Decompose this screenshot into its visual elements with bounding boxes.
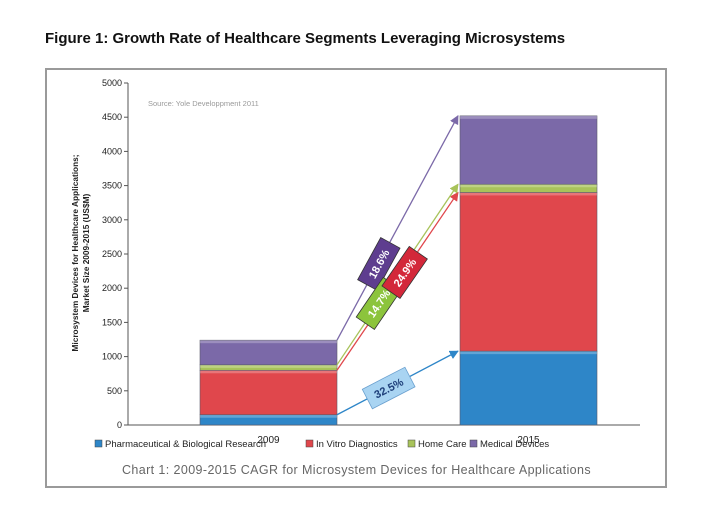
y-tick-label: 1000 bbox=[102, 352, 122, 362]
legend-entry: Home Care bbox=[418, 439, 467, 450]
bar-highlight-pharmaceutical-biological-research-2009 bbox=[200, 414, 337, 418]
legend-entry: In Vitro Diagnostics bbox=[316, 439, 398, 450]
x-tick-label: 2015 bbox=[517, 435, 540, 446]
bars-layer bbox=[199, 115, 598, 426]
y-tick-label: 3500 bbox=[102, 181, 122, 191]
axis-layer: 0 500 1000 1500 2000 2500 3000 3500 4000 4500 5000… bbox=[102, 78, 640, 446]
figure-title: Figure 1: Growth Rate of Healthcare Segm… bbox=[45, 30, 566, 47]
cagr-label-group: 32.5% bbox=[361, 366, 416, 410]
cagr-label-box bbox=[361, 366, 416, 410]
legend-entry: Pharmaceutical & Biological Research bbox=[105, 439, 266, 450]
bar-highlight-home-care-2009 bbox=[200, 364, 337, 368]
bar-highlight-medical-devices-2009 bbox=[200, 340, 337, 344]
cagr-label-box bbox=[357, 237, 401, 291]
legend-entry: Medical Devices bbox=[480, 439, 549, 450]
x-tick-label: 2009 bbox=[257, 435, 280, 446]
legend-layer: Pharmaceutical & Biological Research In V… bbox=[94, 439, 549, 450]
legend-swatch bbox=[305, 439, 314, 448]
legend-swatch bbox=[469, 439, 478, 448]
bar-highlight-home-care-2015 bbox=[460, 184, 597, 188]
y-tick-label: 1500 bbox=[102, 317, 122, 327]
cagr-label-box bbox=[381, 245, 428, 300]
y-axis-label: Microsystem Devices for Healthcare Appli… bbox=[70, 154, 91, 351]
cagr-arrow-medical-devices bbox=[336, 115, 459, 341]
bar-segment-in-vitro-diagnostics-2015 bbox=[459, 192, 598, 352]
bar-segment-medical-devices-2015 bbox=[459, 115, 598, 185]
y-axis-label-line-1: Microsystem Devices for Healthcare Appli… bbox=[70, 154, 80, 351]
chart-caption: Chart 1: 2009-2015 CAGR for Microsystem … bbox=[121, 463, 592, 477]
bar-highlight-medical-devices-2015 bbox=[460, 115, 597, 119]
y-tick-label: 4000 bbox=[102, 146, 122, 156]
y-tick-label: 2000 bbox=[102, 283, 122, 293]
legend-swatch bbox=[407, 439, 416, 448]
y-tick-label: 5000 bbox=[102, 78, 122, 88]
arrows-layer: 18.6%14.7%24.9%32.5% bbox=[336, 115, 459, 416]
source-note: Source: Yole Developpment 2011 bbox=[148, 99, 259, 108]
bar-segment-pharmaceutical-biological-research-2015 bbox=[459, 350, 598, 426]
bar-segment-in-vitro-diagnostics-2009 bbox=[199, 369, 338, 416]
y-tick-label: 500 bbox=[107, 386, 122, 396]
bar-highlight-in-vitro-diagnostics-2015 bbox=[460, 192, 597, 196]
bar-segment-medical-devices-2009 bbox=[199, 339, 338, 366]
y-tick-label: 2500 bbox=[102, 249, 122, 259]
legend-swatch bbox=[94, 439, 103, 448]
bar-highlight-pharmaceutical-biological-research-2015 bbox=[460, 351, 597, 355]
y-tick-label: 4500 bbox=[102, 112, 122, 122]
y-tick-label: 3000 bbox=[102, 215, 122, 225]
y-axis-label-line-2: Market Size 2009-2015 (US$M) bbox=[81, 194, 91, 313]
y-tick-label: 0 bbox=[117, 420, 122, 430]
bar-highlight-in-vitro-diagnostics-2009 bbox=[200, 370, 337, 374]
